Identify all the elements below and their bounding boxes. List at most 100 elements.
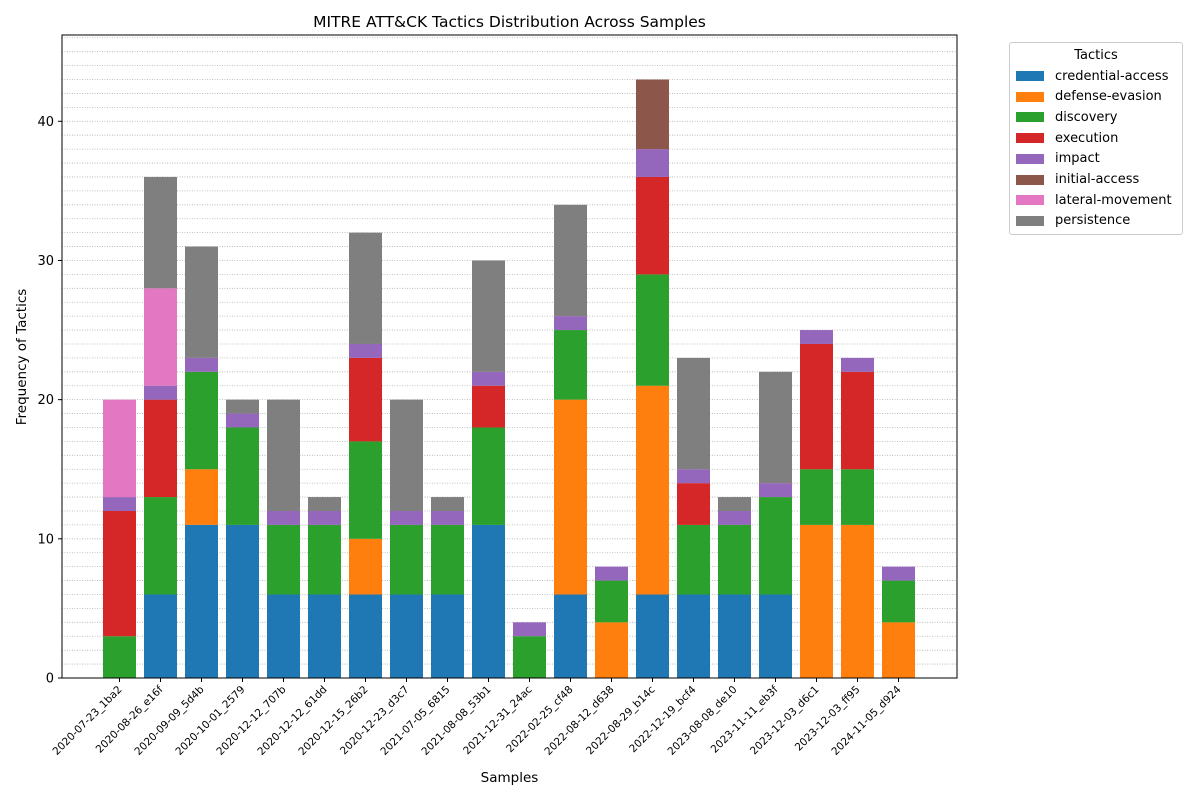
legend-swatch xyxy=(1016,112,1044,123)
bar-segment xyxy=(677,469,710,484)
bar-segment xyxy=(841,357,874,372)
x-tick-label: 2020-12-12_61dd xyxy=(255,684,329,758)
bar-segment xyxy=(513,636,546,678)
bar-segment xyxy=(882,580,915,623)
legend-label: defense-evasion xyxy=(1055,89,1162,105)
legend-label: persistence xyxy=(1055,213,1131,229)
legend-swatch xyxy=(1016,153,1044,164)
x-tick-label: 2020-12-12_707b xyxy=(214,683,288,757)
bar-segment xyxy=(718,594,751,678)
x-tick-label: 2020-07-23_1ba2 xyxy=(51,684,125,758)
legend-title: Tactics xyxy=(1074,48,1118,63)
bar-segment xyxy=(718,497,751,511)
bar-segment xyxy=(636,594,669,678)
bar-segment xyxy=(718,510,751,525)
bar-segment xyxy=(144,176,177,289)
x-tick-label: 2023-08-08_de10 xyxy=(666,684,740,758)
bar-segment xyxy=(226,399,259,414)
bar-segment xyxy=(759,497,792,595)
legend-label: execution xyxy=(1055,130,1119,146)
x-tick-label: 2020-09-09_5d4b xyxy=(132,683,206,757)
bar-segment xyxy=(390,524,423,595)
bar-segment xyxy=(554,316,587,331)
x-tick-label: 2023-12-03_d6c1 xyxy=(748,684,822,758)
y-axis-label: Frequency of Tactics xyxy=(14,289,30,426)
x-tick-label: 2021-12-31_24ac xyxy=(461,683,535,757)
bar-segment xyxy=(390,510,423,525)
bar-segment xyxy=(267,524,300,595)
bar-segment xyxy=(800,343,833,470)
bar-segment xyxy=(472,385,505,428)
x-tick-label: 2020-12-15_26b2 xyxy=(296,684,370,758)
bar-segment xyxy=(144,594,177,678)
bar-segment xyxy=(636,79,669,150)
bar-segment xyxy=(472,371,505,386)
bar-segment xyxy=(185,246,218,358)
bar-segment xyxy=(595,580,628,623)
x-tick-label: 2022-08-12_d638 xyxy=(542,684,616,758)
bar-segment xyxy=(472,427,505,525)
legend-item: initial-access xyxy=(1016,171,1139,189)
bar-segment xyxy=(677,594,710,678)
bar-segment xyxy=(349,538,382,595)
x-tick-label: 2024-11-05_d924 xyxy=(829,683,903,757)
bar-segment xyxy=(226,413,259,428)
bar-segment xyxy=(185,524,218,678)
legend-label: impact xyxy=(1055,151,1100,167)
bar-segment xyxy=(308,524,341,595)
y-tick-label: 10 xyxy=(37,532,54,547)
legend-item: impact xyxy=(1016,150,1100,168)
bar-segment xyxy=(308,510,341,525)
legend-swatch xyxy=(1016,91,1044,102)
legend-item: credential-access xyxy=(1016,67,1168,85)
bar-segment xyxy=(759,594,792,678)
legend-item: lateral-movement xyxy=(1016,191,1172,209)
bar-segment xyxy=(677,357,710,470)
bar-segment xyxy=(554,399,587,595)
legend-swatch xyxy=(1016,71,1044,81)
legend-swatch xyxy=(1016,215,1044,226)
bar-segment xyxy=(308,594,341,678)
bar-segment xyxy=(226,524,259,678)
bar-segment xyxy=(349,343,382,358)
chart-title: MITRE ATT&CK Tactics Distribution Across… xyxy=(313,13,706,31)
x-tick-label: 2021-07-05_6815 xyxy=(378,684,452,758)
legend-swatch xyxy=(1016,195,1044,206)
bar-segment xyxy=(349,232,382,344)
bar-segment xyxy=(841,524,874,678)
legend-item: defense-evasion xyxy=(1016,88,1162,106)
y-tick-label: 0 xyxy=(46,672,54,687)
bar-segment xyxy=(185,357,218,372)
bar-segment xyxy=(554,204,587,317)
bar-segment xyxy=(431,594,464,678)
bar-segment xyxy=(882,622,915,678)
bar-segment xyxy=(677,524,710,595)
bar-segment xyxy=(800,469,833,525)
x-tick-label: 2022-08-29_b14c xyxy=(584,683,658,757)
bar-segment xyxy=(103,636,136,678)
bar-segment xyxy=(595,566,628,581)
y-tick-label: 20 xyxy=(37,393,54,408)
bar-segment xyxy=(144,497,177,595)
y-tick-label: 30 xyxy=(37,254,54,269)
bar-segment xyxy=(677,483,710,525)
bar-segment xyxy=(103,510,136,637)
bar-segment xyxy=(103,399,136,498)
bar-segment xyxy=(472,524,505,678)
plot-frame xyxy=(61,34,958,679)
bar-segment xyxy=(390,399,423,511)
bar-segment xyxy=(513,622,546,637)
bar-segment xyxy=(144,399,177,498)
bar-segment xyxy=(267,594,300,678)
bar-segment xyxy=(144,288,177,386)
legend-label: credential-access xyxy=(1055,68,1169,84)
bar-segment xyxy=(800,330,833,344)
bar-segment xyxy=(185,469,218,525)
legend-item: discovery xyxy=(1016,108,1117,126)
legend-label: discovery xyxy=(1055,109,1118,125)
bar-segment xyxy=(349,594,382,678)
bar-segment xyxy=(226,427,259,525)
bar-segment xyxy=(431,497,464,511)
